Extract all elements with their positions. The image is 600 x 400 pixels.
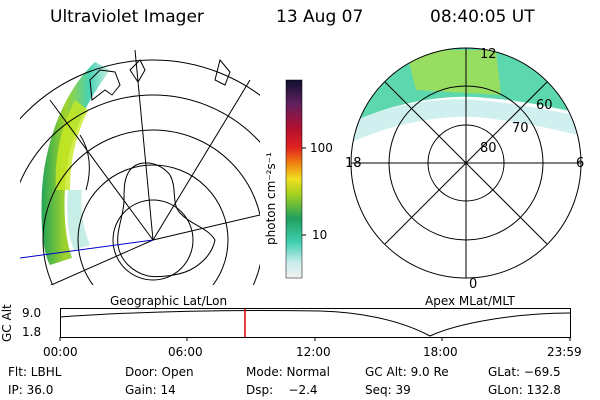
footprint-line — [20, 239, 154, 259]
timeline-xtick-2359: 23:59 — [547, 345, 582, 359]
timeline-xtick-1800: 18:00 — [423, 345, 458, 359]
info-dsp: Dsp: −2.4 — [246, 383, 318, 397]
info-seq: Seq: 39 — [365, 383, 411, 397]
info-door: Door: Open — [125, 365, 194, 379]
date-label: 13 Aug 07 — [276, 7, 364, 27]
mlt-label-0: 0 — [469, 277, 478, 292]
aurora-band — [41, 62, 111, 265]
info-mode: Mode: Normal — [246, 365, 330, 379]
info-ip: IP: 36.0 — [8, 383, 54, 397]
apex-panel-label: Apex MLat/MLT — [425, 294, 515, 308]
info-gc-alt: GC Alt: 9.0 Re — [365, 365, 449, 379]
lat-label-80: 80 — [480, 141, 497, 156]
altitude-curve — [59, 310, 571, 337]
timeline-ytick-1: 1.8 — [22, 325, 42, 339]
app-title: Ultraviolet Imager — [50, 7, 204, 27]
timeline-xtick-1200: 12:00 — [296, 345, 331, 359]
colorbar — [285, 79, 306, 279]
timeline-xtick-0000: 00:00 — [43, 345, 78, 359]
mlt-label-12: 12 — [480, 47, 497, 62]
info-glon: GLon: 132.8 — [488, 383, 561, 397]
timeline-xtick-0600: 06:00 — [168, 345, 203, 359]
lat-label-70: 70 — [512, 121, 529, 136]
time-label: 08:40:05 UT — [430, 7, 535, 27]
geo-panel-label: Geographic Lat/Lon — [110, 294, 228, 308]
apex-map — [350, 47, 582, 279]
colorbar-tick-100: 100 — [310, 141, 333, 155]
colorbar-unit-label: photon cm⁻²s⁻¹ — [264, 152, 278, 245]
lat-label-60: 60 — [536, 98, 553, 113]
mlt-label-6: 6 — [576, 156, 585, 171]
geographic-map — [20, 49, 260, 285]
info-filter: Flt: LBHL — [8, 365, 62, 379]
mlt-label-18: 18 — [345, 156, 362, 171]
timeline-axis-label: GC Alt — [0, 304, 14, 342]
info-glat: GLat: −69.5 — [488, 365, 561, 379]
colorbar-tick-10: 10 — [312, 228, 328, 242]
timeline-plot — [59, 308, 571, 341]
timeline-ytick-9: 9.0 — [22, 306, 42, 320]
info-gain: Gain: 14 — [125, 383, 176, 397]
